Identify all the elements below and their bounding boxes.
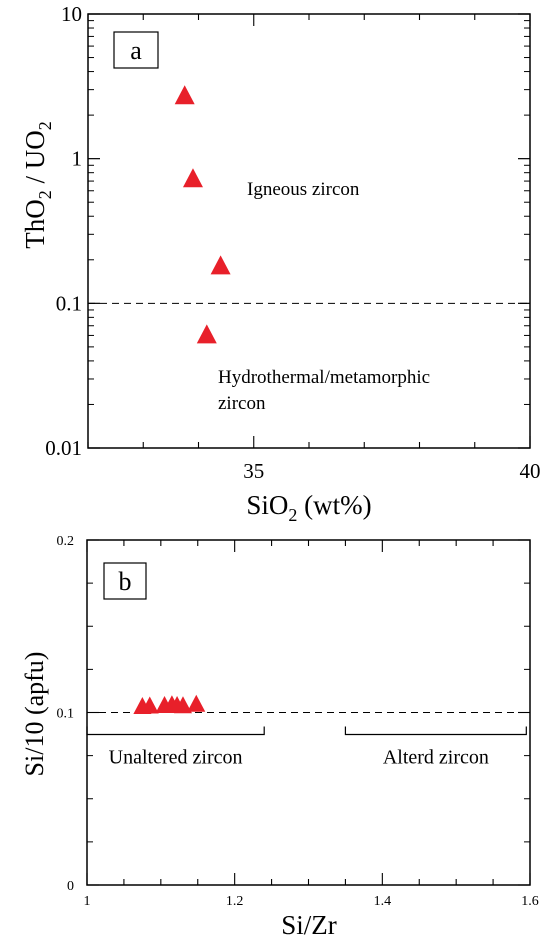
panel-a-annotation-igneous: Igneous zircon xyxy=(247,179,360,200)
panel-b-label-box xyxy=(103,562,147,600)
panel-b-y-ticks: 0 0.1 0.2 xyxy=(57,534,530,894)
x-tick-label: 1.6 xyxy=(521,894,539,909)
panel-a-label: a xyxy=(130,36,142,65)
x-tick-label: 35 xyxy=(243,459,264,483)
panel-b-y-axis-label: Si/10 (apfu) xyxy=(20,652,49,777)
panel-b: 0 0.1 0.2 1 1.2 1.4 1.6 b Unaltered zircon Alt… xyxy=(20,534,539,940)
data-point xyxy=(173,696,192,714)
y-label-part-2: / UO xyxy=(20,130,50,190)
y-tick-label: 0 xyxy=(67,879,74,894)
panel-a-annotation-hydro-line2: zircon xyxy=(218,393,266,414)
x-tick-label: 1 xyxy=(84,894,91,909)
data-point xyxy=(187,694,206,712)
y-tick-label: 0.1 xyxy=(56,291,82,315)
panel-b-x-ticks: 1 1.2 1.4 1.6 xyxy=(84,540,539,909)
y-tick-label: 1 xyxy=(72,147,83,171)
panel-a-points xyxy=(174,85,231,344)
y-tick-label: 0.1 xyxy=(57,707,75,722)
data-point xyxy=(196,324,217,344)
x-label-sub: 2 xyxy=(288,505,297,525)
panel-a-label-box xyxy=(113,31,159,69)
panel-a-x-ticks: 35 40 xyxy=(87,14,541,483)
x-label-rest: (wt%) xyxy=(297,490,371,520)
y-label-sub-1: 2 xyxy=(35,190,55,199)
panel-b-brackets: Unaltered zircon Alterd zircon xyxy=(86,726,527,769)
panel-a-annotation-hydro-line1: Hydrothermal/metamorphic xyxy=(218,367,430,388)
data-point xyxy=(174,85,195,105)
panel-a: 10 1 0.1 0.01 35 40 a Igneous zircon Hydroth… xyxy=(20,2,541,525)
x-tick-label: 40 xyxy=(520,459,541,483)
bracket xyxy=(344,726,527,736)
panel-b-label: b xyxy=(119,567,132,596)
bracket-label: Alterd zircon xyxy=(383,747,489,769)
y-tick-label: 0.2 xyxy=(57,534,75,549)
data-point xyxy=(210,255,231,275)
panel-a-y-ticks: 10 1 0.1 0.01 xyxy=(45,2,530,460)
bracket xyxy=(86,726,265,736)
bracket-label: Unaltered zircon xyxy=(109,747,243,769)
y-tick-label: 10 xyxy=(61,2,82,26)
x-tick-label: 1.4 xyxy=(374,894,392,909)
y-label-sub-2: 2 xyxy=(35,121,55,130)
panel-b-x-axis-label: Si/Zr xyxy=(281,910,337,940)
data-point xyxy=(140,696,159,714)
y-label-part-1: ThO xyxy=(20,199,50,249)
panel-a-x-axis-label: SiO2 (wt%) xyxy=(246,490,371,525)
panel-b-points xyxy=(133,694,206,714)
panel-a-y-axis-label: ThO2 / UO2 xyxy=(20,121,55,249)
x-tick-label: 1.2 xyxy=(226,894,244,909)
data-point xyxy=(182,168,203,188)
y-tick-label: 0.01 xyxy=(45,436,82,460)
x-label-main: SiO xyxy=(246,490,288,520)
